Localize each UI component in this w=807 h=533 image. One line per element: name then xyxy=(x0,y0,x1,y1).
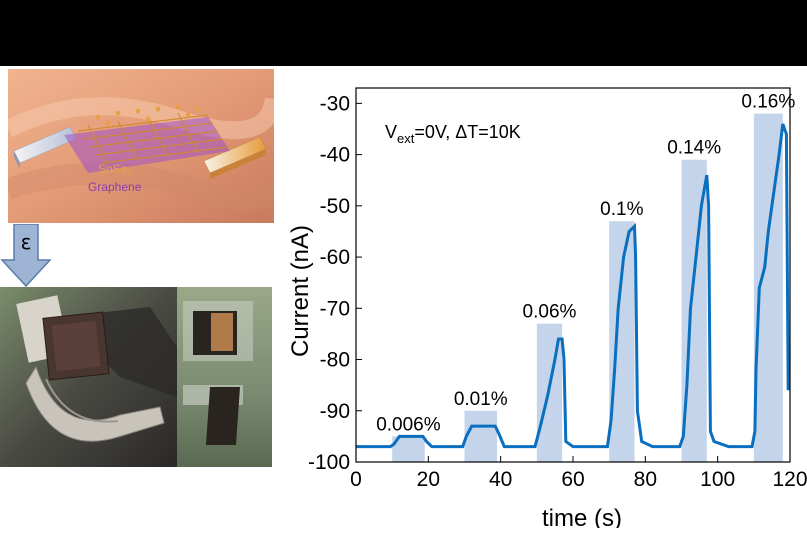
x-tick-label-3: 60 xyxy=(561,468,584,491)
y-tick-label-1: -40 xyxy=(320,144,350,167)
x-axis-label: time (s) xyxy=(542,505,622,528)
y-tick-label-6: -90 xyxy=(320,400,350,423)
chart-canvas: 0 20 40 60 80 100 120 -30 -40 -50 -60 -70 -80 -90 -100… xyxy=(287,87,807,532)
schematic-illustration: SnSe2 Graphene xyxy=(8,69,274,223)
y-tick-label-5: -80 xyxy=(320,349,350,372)
down-arrow-icon xyxy=(0,223,52,288)
condition-label: Vext=0V, ΔT=10K xyxy=(385,122,521,146)
x-tick-label-1: 20 xyxy=(417,468,440,491)
plot-frame xyxy=(355,87,791,463)
x-tick-label-5: 100 xyxy=(700,468,735,491)
strain-window-3 xyxy=(609,221,635,462)
x-tick-label-6: 120 xyxy=(772,468,807,491)
strain-label-5: 0.16% xyxy=(741,92,795,113)
strain-annotations: 0.006% 0.01% 0.06% 0.1% 0.14% 0.16% xyxy=(376,92,795,436)
device-pair-photo xyxy=(177,287,272,467)
strain-label: ε xyxy=(20,230,32,254)
top-bar xyxy=(0,0,807,66)
y-tick-label-4: -70 xyxy=(320,297,350,320)
strain-arrow: ε xyxy=(0,223,52,288)
strain-windows xyxy=(392,113,783,463)
y-tick-label-2: -50 xyxy=(320,195,350,218)
graphene-label: Graphene xyxy=(88,180,142,194)
device-schematic: SnSe2 Graphene xyxy=(8,69,274,223)
device-pair-image xyxy=(177,287,272,467)
strain-window-1 xyxy=(464,410,498,462)
device-bent-photo xyxy=(0,287,177,467)
x-tick-label-2: 40 xyxy=(489,468,512,491)
snse2-label: SnSe2 xyxy=(98,162,132,178)
axis-ticks: 0 20 40 60 80 100 120 -30 -40 -50 -60 -70 -80 -90 -100 xyxy=(308,92,807,491)
y-tick-label-7: -100 xyxy=(308,451,350,474)
strain-label-1: 0.01% xyxy=(454,389,508,410)
y-axis-label: Current (nA) xyxy=(287,225,314,357)
bent-device-image xyxy=(0,287,177,467)
current-time-chart: 0 20 40 60 80 100 120 -30 -40 -50 -60 -70 -80 -90 -100… xyxy=(272,66,807,532)
y-tick-label-0: -30 xyxy=(320,92,350,115)
strain-label-4: 0.14% xyxy=(667,138,721,159)
y-tick-label-3: -60 xyxy=(320,246,350,269)
current-series-line xyxy=(356,123,790,449)
x-tick-label-4: 80 xyxy=(634,468,657,491)
strain-label-3: 0.1% xyxy=(600,199,643,220)
x-tick-label-0: 0 xyxy=(350,468,362,491)
strain-label-0: 0.006% xyxy=(376,414,441,435)
strain-label-2: 0.06% xyxy=(523,302,577,323)
